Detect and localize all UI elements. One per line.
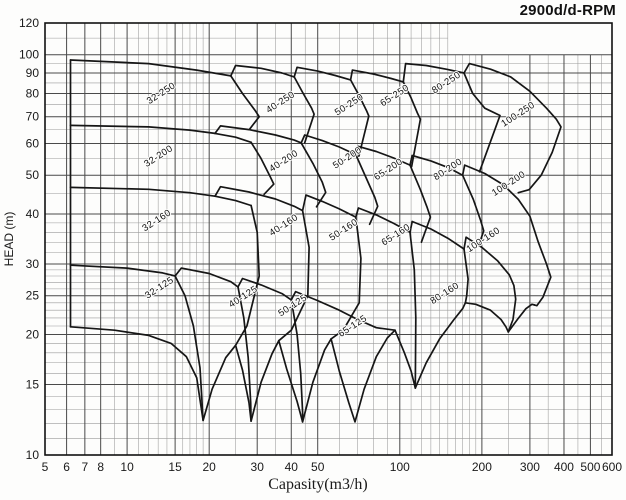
region-outline [234,204,261,347]
region-outline [463,248,469,304]
region-label: 32-200 [142,143,175,170]
x-tick-label: 15 [168,460,182,474]
x-tick-label: 30 [251,460,265,474]
region-outline [69,124,216,135]
region-outline [69,325,396,423]
y-tick-label: 10 [26,448,40,462]
region-outline [463,62,562,194]
x-tick-label: 10 [120,460,134,474]
region-outline [229,75,261,130]
x-tick-label: 200 [472,460,492,474]
x-axis-title: Capasity(m3/h) [268,476,368,493]
region-label: 100-200 [490,169,528,199]
region-outline [409,231,417,389]
y-tick-label: 15 [26,378,40,392]
region-label: 100-250 [499,100,537,130]
region-outline [301,194,357,218]
region-outline [507,303,536,333]
region-outline [214,132,252,144]
x-tick-label: 300 [520,460,540,474]
chart-title: 2900d/d-RPM [519,2,616,19]
region-outline [300,142,327,208]
x-tick-label: 40 [285,460,299,474]
tick-labels: 5 6 7 8 10 15 20 30 40 50 100 200 300 400 500 600 10 15 20… [19,16,622,474]
region-label: 40-160 [267,212,300,239]
region-outline [354,207,411,234]
region-label: 65-250 [378,82,411,109]
region-outline [409,154,464,177]
region-outline [293,76,315,144]
region-label: 40-200 [267,148,300,175]
x-tick-label: 600 [602,460,622,474]
x-tick-label: 5 [42,460,49,474]
x-tick-label: 8 [97,460,104,474]
region-outline [414,301,467,389]
region-outline [463,236,517,333]
region-outline [174,267,239,288]
region-outline [354,145,411,166]
region-outline [461,164,552,307]
y-tick-label: 80 [26,86,40,100]
y-axis-title: HEAD (m) [2,212,16,267]
x-tick-label: 500 [580,460,600,474]
region-outline [463,72,501,173]
region-outline [354,153,379,226]
region-outline [290,299,304,423]
region-label: 32-160 [140,207,173,234]
region-outline [174,275,204,422]
y-tick-label: 40 [26,207,40,221]
region-outline [293,66,352,81]
y-tick-label: 50 [26,168,40,182]
x-tick-label: 100 [390,460,410,474]
y-tick-label: 20 [26,327,40,341]
region-outline [349,79,370,157]
plot-frame [44,22,613,456]
region-outline [402,81,422,168]
region-outline [409,220,465,250]
y-tick-label: 70 [26,110,40,124]
y-tick-label: 25 [26,289,40,303]
region-outline [290,290,417,389]
y-tick-label: 100 [19,48,39,62]
region-outline [402,62,465,83]
x-tick-label: 6 [63,460,70,474]
region-outline [409,164,432,244]
region-outline [349,69,405,83]
region-outline [464,301,510,333]
region-label: 50-160 [327,217,360,244]
region-label: 50-200 [331,145,364,172]
region-label: 65-160 [380,222,413,249]
region-outline [214,195,252,207]
region-labels: 32-250 40-250 50-250 65-250 80-250100-25032-… [139,69,538,341]
pump-envelopes [69,59,562,423]
region-outline [237,286,252,422]
y-tick-label: 120 [19,16,39,30]
region-outline [69,186,216,198]
region-outline [250,141,275,196]
region-outline [214,185,304,212]
region-outline [237,277,293,301]
y-tick-label: 30 [26,257,40,271]
x-tick-label: 400 [554,460,574,474]
region-outline [330,216,362,340]
region-outline [214,125,303,144]
y-tick-label: 60 [26,137,40,151]
grid [44,22,613,456]
region-outline [461,174,485,246]
x-tick-label: 50 [311,460,325,474]
region-outline [300,134,357,156]
region-outline [69,264,176,277]
region-label: 32-125 [143,275,176,302]
x-tick-label: 20 [203,460,217,474]
y-tick-label: 90 [26,66,40,80]
x-tick-label: 7 [82,460,89,474]
region-outline [69,59,232,77]
region-outline [229,64,296,78]
